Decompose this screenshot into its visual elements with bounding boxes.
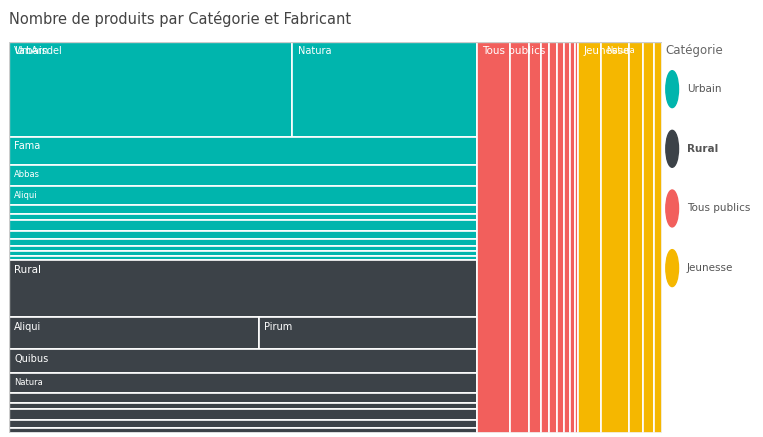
Bar	[629, 42, 643, 433]
Text: Catégorie: Catégorie	[665, 44, 723, 57]
Text: Jeunesse: Jeunesse	[687, 263, 733, 273]
Bar	[643, 42, 654, 433]
Text: Natura: Natura	[298, 46, 331, 56]
Text: Urbain: Urbain	[687, 84, 721, 94]
Text: Jeunesse: Jeunesse	[583, 46, 629, 56]
Text: Tous publics: Tous publics	[482, 46, 546, 56]
Bar	[9, 42, 292, 137]
Bar	[9, 420, 477, 428]
Bar	[564, 42, 570, 433]
Text: Nombre de produits par Catégorie et Fabricant: Nombre de produits par Catégorie et Fabr…	[9, 11, 351, 27]
Bar	[259, 317, 477, 349]
Bar	[601, 42, 629, 433]
Bar	[9, 428, 477, 433]
Bar	[9, 186, 477, 205]
Text: VanArsdel: VanArsdel	[14, 46, 63, 56]
Bar	[9, 374, 477, 393]
Bar	[9, 409, 477, 420]
Bar	[9, 239, 477, 246]
Text: Rural: Rural	[14, 265, 41, 275]
Text: Natura: Natura	[14, 378, 43, 387]
Text: Tous publics: Tous publics	[687, 204, 750, 213]
Text: Abbas: Abbas	[14, 170, 40, 178]
Bar	[510, 42, 529, 433]
Bar	[477, 42, 510, 433]
Bar	[9, 205, 477, 215]
Bar	[9, 349, 477, 374]
Text: Aliqui: Aliqui	[14, 322, 42, 332]
Bar	[575, 42, 578, 433]
Bar	[9, 317, 259, 349]
Bar	[549, 42, 557, 433]
Bar	[9, 220, 477, 231]
Text: Aliqui: Aliqui	[14, 191, 38, 200]
Bar	[9, 137, 477, 165]
Bar	[557, 42, 564, 433]
Bar	[570, 42, 575, 433]
Text: Fama: Fama	[14, 141, 40, 151]
Bar	[9, 246, 477, 251]
Text: Natura: Natura	[607, 46, 635, 55]
Bar	[9, 215, 477, 220]
Bar	[654, 42, 662, 433]
Bar	[292, 42, 477, 137]
Bar	[9, 260, 477, 317]
Text: Urbain: Urbain	[14, 46, 49, 56]
Circle shape	[666, 250, 678, 287]
Bar	[541, 42, 549, 433]
Bar	[9, 165, 477, 186]
Circle shape	[666, 190, 678, 227]
Text: Pirum: Pirum	[264, 322, 292, 332]
Bar	[9, 256, 477, 260]
Circle shape	[666, 130, 678, 167]
Bar	[9, 251, 477, 256]
Bar	[9, 231, 477, 239]
Text: Rural: Rural	[687, 144, 718, 154]
Bar	[9, 402, 477, 409]
Bar	[529, 42, 541, 433]
Text: Quibus: Quibus	[14, 354, 49, 364]
Circle shape	[666, 71, 678, 108]
Bar	[578, 42, 601, 433]
Bar	[9, 393, 477, 402]
